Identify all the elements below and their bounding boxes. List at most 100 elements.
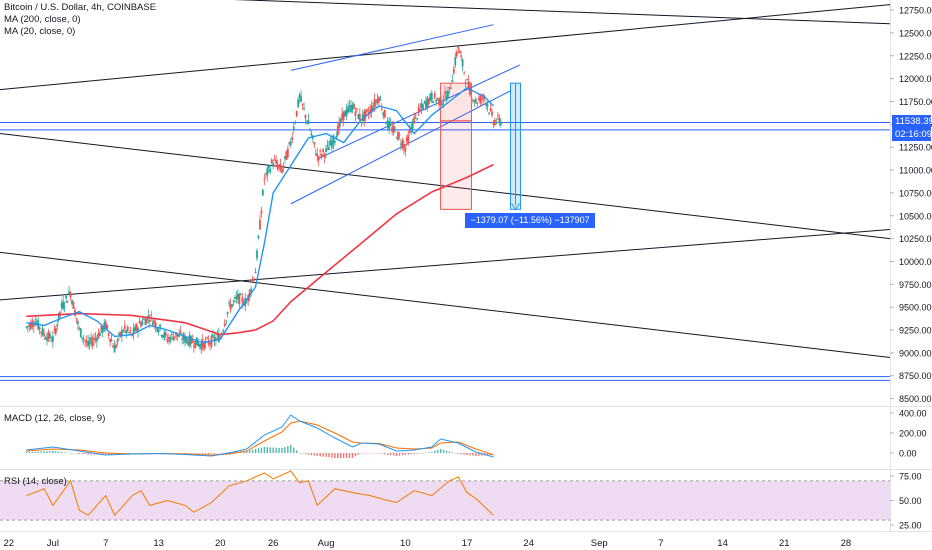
candle-body bbox=[28, 324, 31, 327]
symbol-legend: Bitcoin / U.S. Dollar, 4h, COINBASE bbox=[4, 2, 157, 13]
current-price-tag: 11538.39 bbox=[892, 114, 932, 128]
macd-histogram-bar bbox=[52, 451, 54, 453]
macd-histogram-bar bbox=[457, 453, 459, 454]
candle-body bbox=[422, 104, 424, 110]
macd-histogram-bar bbox=[84, 453, 86, 455]
y-tick-label: 9750.00 bbox=[899, 280, 932, 290]
macd-histogram-bar bbox=[81, 453, 83, 455]
candle-body bbox=[46, 337, 48, 342]
macd-histogram-bar bbox=[37, 451, 39, 453]
candle-body bbox=[417, 107, 420, 112]
macd-histogram-bar bbox=[410, 453, 412, 455]
candle-body bbox=[364, 109, 367, 116]
candle-body bbox=[376, 99, 379, 104]
candle-body bbox=[264, 172, 267, 175]
x-tick-label: 22 bbox=[4, 538, 15, 549]
macd-histogram-bar bbox=[275, 447, 277, 453]
macd-histogram-bar bbox=[293, 447, 295, 453]
candle-body bbox=[373, 99, 376, 108]
candle-body bbox=[166, 339, 169, 342]
macd-histogram-bar bbox=[110, 453, 113, 455]
candle-body bbox=[310, 133, 313, 136]
candle-body bbox=[345, 109, 348, 116]
y-tick-label: 10750.00 bbox=[899, 188, 932, 198]
candle-body bbox=[322, 149, 325, 153]
candle-body bbox=[170, 333, 173, 335]
candle-body bbox=[427, 98, 430, 104]
macd-histogram-bar bbox=[301, 453, 304, 454]
candle-body bbox=[408, 130, 411, 133]
candle-body bbox=[172, 336, 175, 341]
candle-body bbox=[128, 332, 131, 334]
candle-body bbox=[137, 328, 139, 332]
candle-body bbox=[167, 337, 170, 340]
candle-body bbox=[398, 135, 401, 137]
macd-histogram-bar bbox=[392, 453, 395, 456]
candle-body bbox=[165, 332, 167, 336]
candle-body bbox=[370, 105, 373, 113]
rsi-line bbox=[26, 470, 494, 517]
candle-body bbox=[157, 329, 160, 333]
macd-tick-label: 400.00 bbox=[899, 409, 927, 419]
macd-histogram-bar bbox=[128, 453, 130, 454]
candle-body bbox=[419, 108, 421, 110]
candle-body bbox=[143, 318, 145, 320]
candle-body bbox=[335, 135, 338, 140]
macd-histogram-bar bbox=[199, 453, 201, 454]
candle-body bbox=[78, 327, 81, 329]
candle-body bbox=[72, 301, 75, 310]
candle-body bbox=[488, 112, 490, 114]
candle-body bbox=[234, 297, 236, 299]
macd-histogram-bar bbox=[93, 453, 95, 455]
candle-body bbox=[98, 332, 101, 337]
macd-legend: MACD (12, 26, close, 9) bbox=[4, 413, 106, 424]
macd-histogram-bar bbox=[196, 453, 198, 454]
macd-histogram-bar bbox=[140, 453, 142, 454]
candle-body bbox=[386, 120, 389, 128]
candle-body bbox=[76, 321, 79, 325]
candle-body bbox=[101, 327, 104, 333]
candle-body bbox=[272, 163, 275, 165]
candle-body bbox=[295, 110, 298, 117]
trendline bbox=[0, 4, 891, 91]
candle-body bbox=[239, 294, 242, 296]
candle-body bbox=[245, 302, 248, 304]
macd-histogram-bar bbox=[325, 453, 327, 457]
macd-histogram-bar bbox=[178, 453, 180, 454]
macd-histogram-bar bbox=[354, 453, 357, 457]
candle-body bbox=[342, 111, 345, 121]
candle-body bbox=[397, 131, 399, 140]
macd-histogram-bar bbox=[454, 453, 456, 454]
candle-body bbox=[313, 142, 316, 145]
candle-body bbox=[173, 336, 176, 338]
candle-body bbox=[97, 332, 100, 339]
macd-histogram-bar bbox=[384, 453, 386, 455]
macd-line bbox=[26, 414, 494, 458]
candle-body bbox=[253, 278, 255, 281]
candle-body bbox=[150, 314, 153, 316]
candle-body bbox=[122, 330, 125, 332]
macd-histogram-bar bbox=[284, 447, 286, 453]
macd-histogram-bar bbox=[413, 453, 415, 454]
candle-body bbox=[113, 345, 116, 353]
candle-body bbox=[473, 100, 476, 102]
candle-body bbox=[129, 330, 132, 332]
macd-histogram-bar bbox=[469, 453, 471, 456]
candle-body bbox=[79, 328, 82, 338]
candle-body bbox=[332, 135, 335, 144]
candle-body bbox=[336, 126, 339, 136]
candle-body bbox=[34, 321, 37, 326]
candle-body bbox=[104, 321, 107, 329]
y-tick-label: 9000.00 bbox=[899, 348, 932, 358]
candle-body bbox=[138, 321, 141, 324]
candle-body bbox=[125, 330, 128, 334]
candle-body bbox=[123, 325, 126, 329]
candle-body bbox=[209, 342, 211, 345]
candle-body bbox=[382, 112, 385, 116]
candle-body bbox=[38, 327, 41, 330]
channel-line bbox=[290, 24, 494, 71]
candle-body bbox=[212, 334, 214, 337]
candle-body bbox=[194, 340, 197, 348]
candle-body bbox=[226, 311, 229, 314]
